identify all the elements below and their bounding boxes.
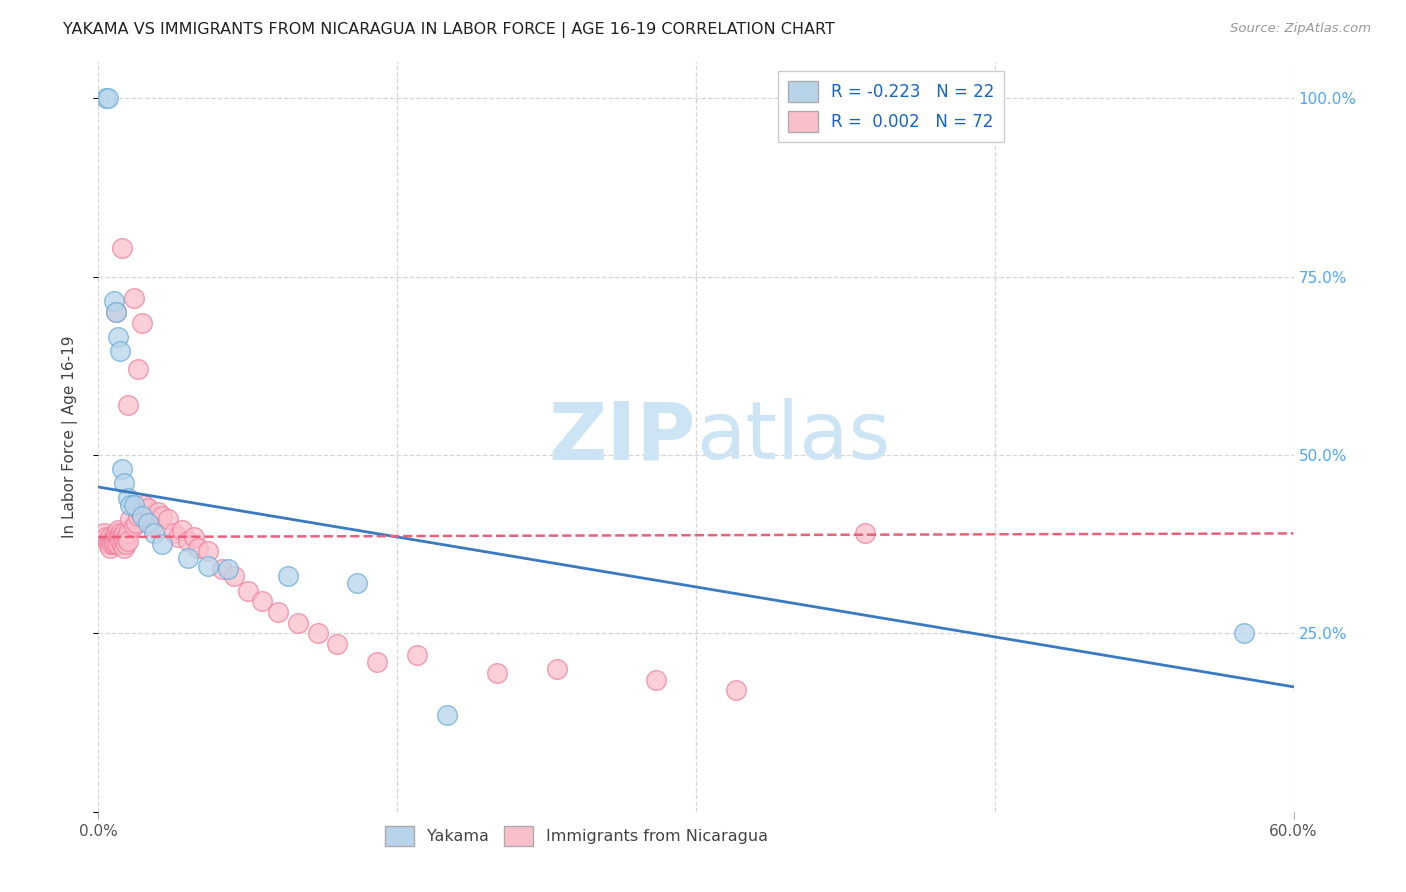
Point <box>107 530 129 544</box>
Text: YAKAMA VS IMMIGRANTS FROM NICARAGUA IN LABOR FORCE | AGE 16-19 CORRELATION CHART: YAKAMA VS IMMIGRANTS FROM NICARAGUA IN L… <box>63 22 835 38</box>
Text: Source: ZipAtlas.com: Source: ZipAtlas.com <box>1230 22 1371 36</box>
Point <box>107 537 129 551</box>
Point <box>112 533 135 548</box>
Point <box>103 533 125 548</box>
Point <box>183 530 205 544</box>
Point <box>366 655 388 669</box>
Point <box>101 537 124 551</box>
Point <box>177 551 200 566</box>
Point <box>97 91 120 105</box>
Point <box>124 291 146 305</box>
Point <box>124 498 146 512</box>
Point <box>134 498 156 512</box>
Point <box>287 615 309 630</box>
Point <box>111 530 134 544</box>
Point <box>141 519 163 533</box>
Point <box>120 512 142 526</box>
Point <box>150 537 173 551</box>
Point <box>211 562 233 576</box>
Point <box>111 462 134 476</box>
Point <box>105 305 128 319</box>
Point <box>107 523 129 537</box>
Point <box>110 526 132 541</box>
Point <box>112 541 135 555</box>
Point <box>307 626 329 640</box>
Point <box>103 530 125 544</box>
Point <box>112 476 135 491</box>
Point <box>346 576 368 591</box>
Point <box>101 533 124 548</box>
Point <box>97 537 120 551</box>
Point <box>117 491 139 505</box>
Point <box>103 294 125 309</box>
Point <box>131 316 153 330</box>
Point <box>724 683 747 698</box>
Point <box>111 537 134 551</box>
Point <box>136 516 159 530</box>
Point <box>131 508 153 523</box>
Point <box>117 398 139 412</box>
Point <box>107 533 129 548</box>
Point <box>110 530 132 544</box>
Legend: Yakama, Immigrants from Nicaragua: Yakama, Immigrants from Nicaragua <box>378 819 775 853</box>
Point <box>103 537 125 551</box>
Point <box>485 665 508 680</box>
Text: atlas: atlas <box>696 398 890 476</box>
Point <box>93 526 115 541</box>
Point <box>98 530 122 544</box>
Point <box>110 344 132 359</box>
Point <box>105 526 128 541</box>
Point <box>105 305 128 319</box>
Point <box>127 508 149 523</box>
Point <box>111 241 134 255</box>
Point <box>853 526 876 541</box>
Point <box>127 362 149 376</box>
Point <box>546 662 568 676</box>
Point <box>98 541 122 555</box>
Point <box>222 569 245 583</box>
Point <box>129 505 152 519</box>
Point <box>107 330 129 344</box>
Point <box>120 498 142 512</box>
Point <box>177 533 200 548</box>
Point <box>97 533 120 548</box>
Point <box>436 708 458 723</box>
Point <box>98 537 122 551</box>
Text: ZIP: ZIP <box>548 398 696 476</box>
Point <box>124 519 146 533</box>
Point <box>115 530 138 544</box>
Point <box>326 637 349 651</box>
Point <box>105 537 128 551</box>
Point <box>217 562 239 576</box>
Point <box>645 673 668 687</box>
Point <box>112 526 135 541</box>
Point <box>197 544 219 558</box>
Point <box>148 505 170 519</box>
Point <box>236 583 259 598</box>
Point <box>136 501 159 516</box>
Point <box>117 526 139 541</box>
Point <box>110 533 132 548</box>
Point <box>187 541 209 555</box>
Point <box>172 523 194 537</box>
Point <box>157 512 180 526</box>
Y-axis label: In Labor Force | Age 16-19: In Labor Force | Age 16-19 <box>62 335 77 539</box>
Point <box>143 526 166 541</box>
Point <box>277 569 299 583</box>
Point <box>96 91 118 105</box>
Point <box>250 594 273 608</box>
Point <box>163 526 186 541</box>
Point <box>267 605 290 619</box>
Point <box>96 530 118 544</box>
Point <box>406 648 429 662</box>
Point <box>117 533 139 548</box>
Point <box>115 537 138 551</box>
Point <box>167 530 190 544</box>
Point <box>1233 626 1256 640</box>
Point <box>197 558 219 573</box>
Point <box>125 516 148 530</box>
Point <box>150 508 173 523</box>
